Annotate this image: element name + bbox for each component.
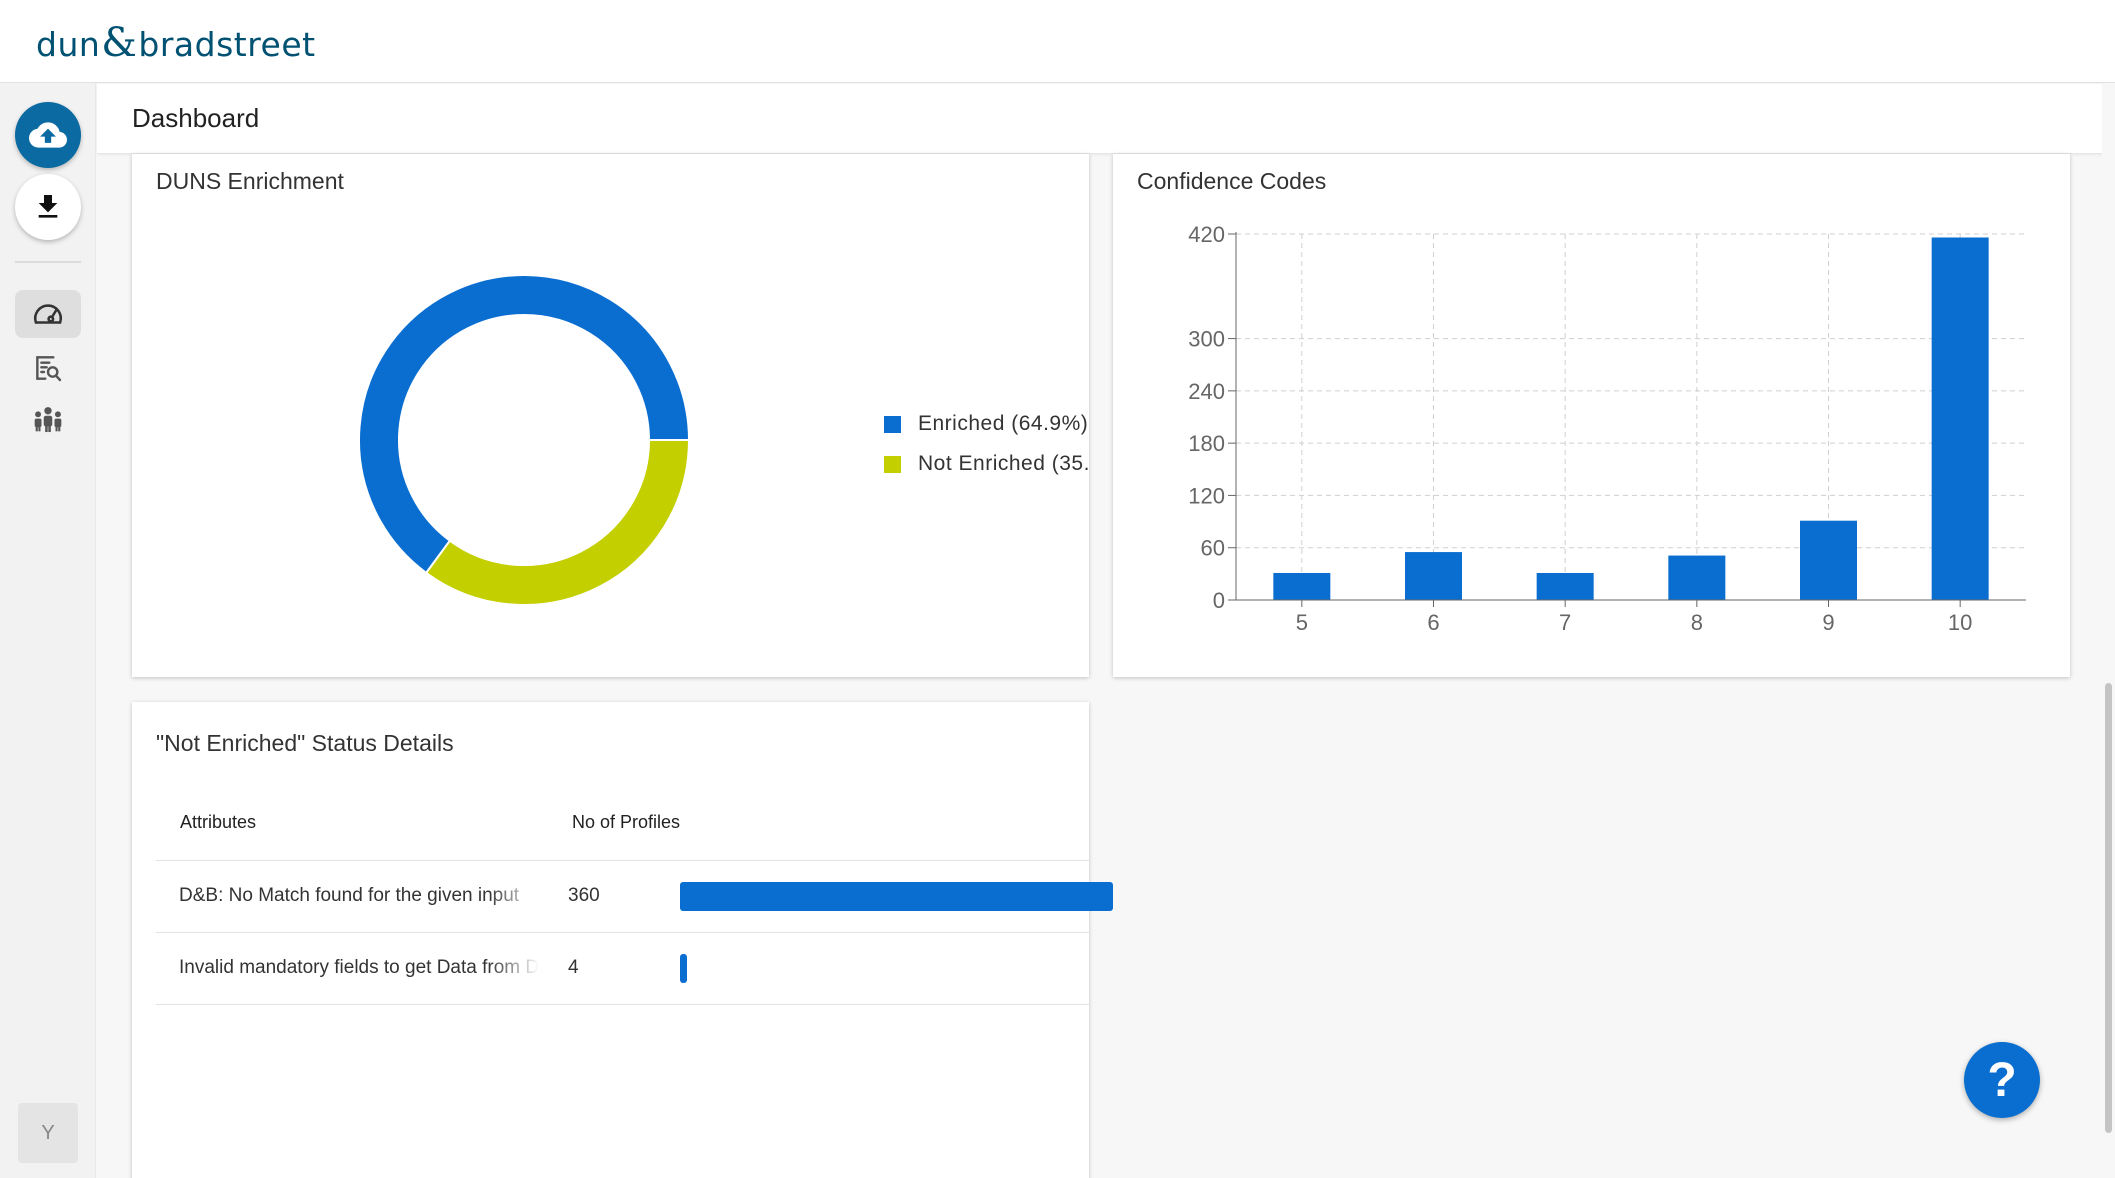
table-row[interactable]: Invalid mandatory fields to get Data fro… [156,932,1089,1004]
row-bar [680,882,1113,911]
legend-swatch-enriched [884,415,901,433]
confidence-card-title: Confidence Codes [1137,168,1327,194]
column-header-profiles: No of Profiles [572,812,681,832]
table-divider [156,1004,1089,1005]
x-tick-label: 7 [1559,610,1571,635]
legend-label-not-enriched: Not Enriched (35.1%) [918,452,1089,475]
legend-item-enriched[interactable]: Enriched (64.9%) [884,404,1089,444]
brand-name-left: dun [36,25,101,64]
x-tick-label: 10 [1948,610,1972,635]
y-tick-label: 420 [1188,222,1225,247]
sidebar-item-dashboard[interactable] [15,290,81,338]
bar-code-7[interactable] [1536,572,1594,600]
row-bar [680,954,687,983]
cloud-upload-icon [29,122,67,148]
y-tick-label: 0 [1213,588,1225,613]
row-count: 4 [568,957,579,978]
y-tick-label: 240 [1188,379,1225,404]
top-bar: dun&bradstreet [0,0,2115,83]
bar-code-6[interactable] [1405,552,1462,600]
help-button[interactable]: ? [1964,1042,2040,1118]
x-tick-label: 9 [1822,610,1834,635]
speedometer-icon [34,304,62,324]
duns-donut-chart [358,274,691,606]
x-tick-label: 5 [1296,610,1308,635]
column-header-attributes: Attributes [180,812,257,832]
y-tick-label: 300 [1188,327,1225,352]
sidebar-divider [15,261,81,263]
brand-name-right: bradstreet [138,25,316,64]
sidebar-item-search-records[interactable] [15,344,81,392]
page-scrollbar[interactable] [2102,83,2115,1178]
donut-slice-not-enriched[interactable] [424,439,691,606]
bar-code-5[interactable] [1273,572,1331,600]
scrollbar-thumb[interactable] [2105,683,2112,1133]
table-row[interactable]: D&B: No Match found for the given input … [156,860,1113,932]
document-search-icon [36,356,62,382]
help-icon: ? [1987,1053,2017,1107]
chart-grid [1236,233,2026,600]
group-icon [34,407,62,433]
duns-enrichment-card: DUNS Enrichment Enriched (64.9%) Not Enr… [132,154,1089,677]
sidebar-item-users[interactable] [15,396,81,444]
bar-code-8[interactable] [1668,555,1726,600]
row-attribute: Invalid mandatory fields to get Data fro… [179,957,539,978]
confidence-bar-chart: 0 60 120 180 240 300 420 5 6 7 8 9 10 [1188,222,2026,635]
x-tick-label: 6 [1427,610,1439,635]
page-title: Dashboard [132,103,260,133]
duns-legend: Enriched (64.9%) Not Enriched (35.1%) [884,404,1089,484]
donut-slice-enriched[interactable] [358,274,691,575]
download-icon [38,195,58,218]
legend-swatch-not-enriched [884,455,901,473]
user-avatar[interactable]: Y [18,1103,78,1163]
row-attribute: D&B: No Match found for the given input [179,885,520,906]
row-count: 360 [568,885,600,906]
y-tick-label: 60 [1201,536,1225,561]
sidebar: Y [0,83,96,1178]
legend-label-enriched: Enriched (64.9%) [918,412,1089,435]
not-enriched-details-card: "Not Enriched" Status Details Attributes… [132,702,1113,1178]
status-card-title: "Not Enriched" Status Details [156,730,454,756]
duns-card-title: DUNS Enrichment [156,168,344,194]
download-button[interactable] [15,174,81,240]
page-header: Dashboard [97,84,2115,154]
brand-logo[interactable]: dun&bradstreet [36,20,316,66]
x-tick-label: 8 [1691,610,1703,635]
y-tick-label: 120 [1188,483,1225,508]
legend-item-not-enriched[interactable]: Not Enriched (35.1%) [884,444,1089,484]
bar-code-10[interactable] [1931,237,1989,600]
upload-button[interactable] [15,102,81,168]
y-tick-label: 180 [1188,431,1225,456]
brand-ampersand: & [101,20,138,66]
confidence-codes-card: Confidence Codes 0 60 120 180 240 300 420 5 6 7 8 9… [1113,154,2070,677]
bar-code-9[interactable] [1800,520,1857,600]
